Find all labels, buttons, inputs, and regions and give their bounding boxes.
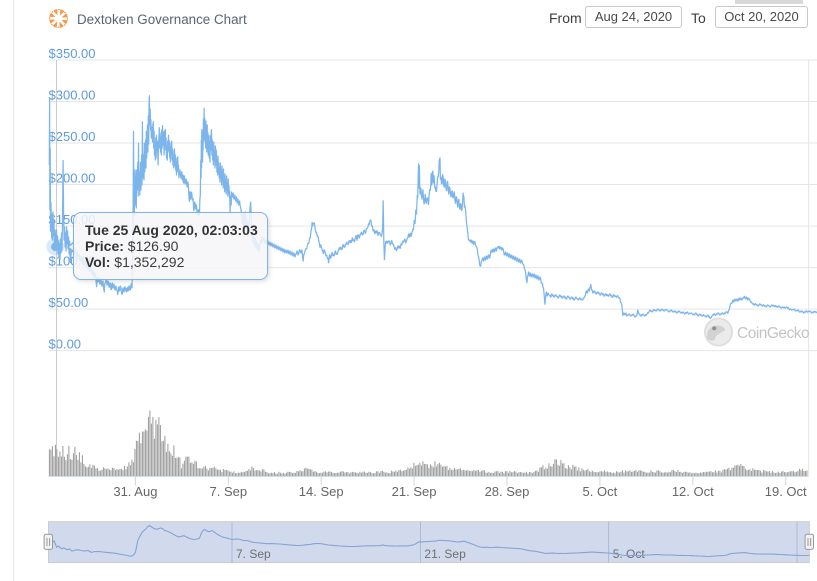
svg-text:$250.00: $250.00	[49, 129, 96, 144]
svg-text:19. Oct: 19. Oct	[765, 484, 807, 499]
svg-text:31. Aug: 31. Aug	[113, 484, 157, 499]
svg-text:$50.00: $50.00	[49, 295, 89, 310]
svg-text:21. Sep: 21. Sep	[392, 484, 437, 499]
svg-text:28. Sep: 28. Sep	[485, 484, 530, 499]
svg-text:5. Oct: 5. Oct	[613, 547, 646, 561]
svg-text:$0.00: $0.00	[49, 337, 82, 352]
svg-text:$200.00: $200.00	[49, 171, 96, 186]
svg-text:12. Oct: 12. Oct	[672, 484, 714, 499]
svg-text:$350.00: $350.00	[49, 46, 96, 61]
svg-text:21. Sep: 21. Sep	[424, 547, 466, 561]
svg-text:$300.00: $300.00	[49, 88, 96, 103]
svg-text:5. Oct: 5. Oct	[583, 484, 618, 499]
svg-text:7. Sep: 7. Sep	[210, 484, 248, 499]
svg-text:CoinGecko: CoinGecko	[737, 325, 809, 342]
svg-text:7. Sep: 7. Sep	[236, 547, 271, 561]
svg-text:14. Sep: 14. Sep	[299, 484, 344, 499]
